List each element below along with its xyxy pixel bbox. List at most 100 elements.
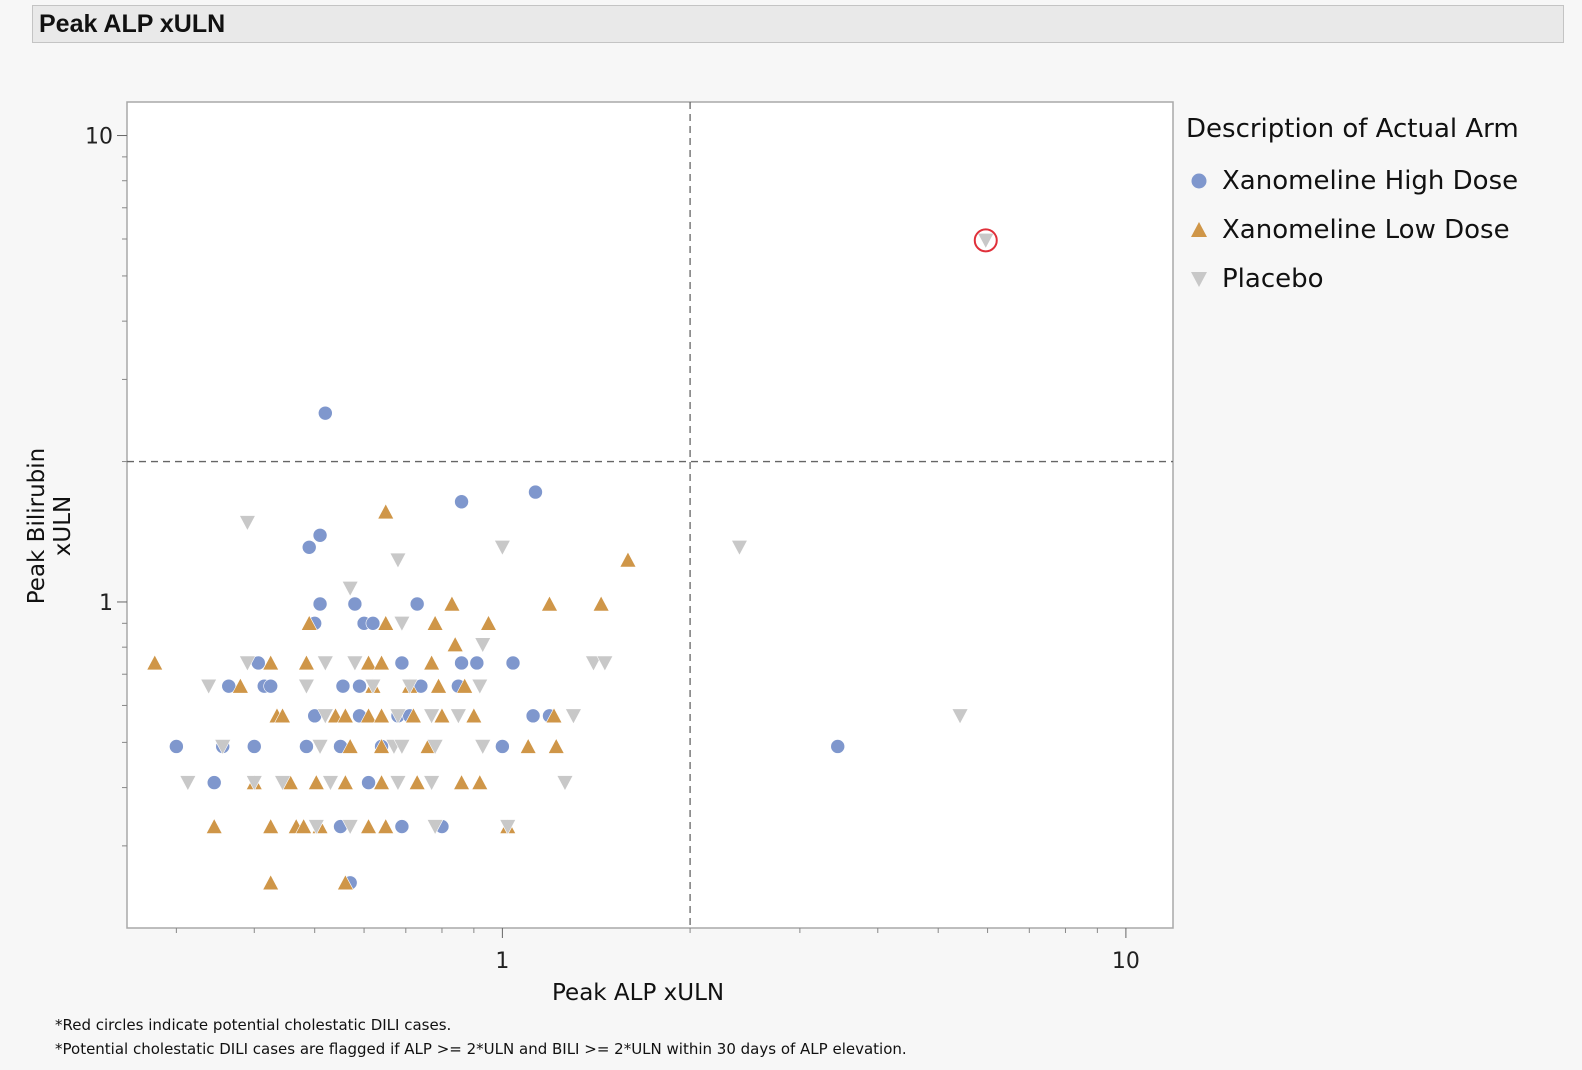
data-point-circle xyxy=(347,596,363,612)
x-tick-label: 1 xyxy=(495,949,509,974)
data-point-triangle-down xyxy=(364,678,382,695)
data-point-triangle-down xyxy=(346,655,364,672)
data-point-triangle-down xyxy=(393,616,411,632)
data-point-triangle-down xyxy=(311,739,329,756)
data-point-triangle-down xyxy=(474,637,492,654)
data-point-triangle-down xyxy=(341,819,359,836)
data-point-triangle-up xyxy=(540,595,558,612)
data-point-circle xyxy=(312,527,328,543)
data-point-circle xyxy=(169,739,184,754)
data-point-triangle-down xyxy=(474,739,492,756)
data-point-circle xyxy=(312,596,328,612)
data-point-circle xyxy=(525,708,541,724)
footnote-1: *Red circles indicate potential cholesta… xyxy=(55,1016,452,1034)
data-point-circle xyxy=(505,655,521,671)
data-point-triangle-down xyxy=(730,539,748,556)
triangle-up-marker-icon xyxy=(1191,221,1207,237)
data-point-triangle-up xyxy=(443,595,461,612)
y-tick-label: 1 xyxy=(99,591,113,616)
legend-label: Xanomeline Low Dose xyxy=(1222,214,1510,245)
data-point-triangle-up xyxy=(146,654,164,671)
data-point-circle xyxy=(335,678,351,694)
data-point-circle xyxy=(221,678,237,694)
legend-item-low-dose[interactable]: Xanomeline Low Dose xyxy=(1186,205,1519,254)
data-point-triangle-down xyxy=(341,580,359,597)
data-point-triangle-down xyxy=(556,775,574,792)
data-point-triangle-down xyxy=(493,539,511,556)
legend-item-high-dose[interactable]: Xanomeline High Dose xyxy=(1186,156,1519,205)
data-point-triangle-down xyxy=(316,655,334,672)
data-point-triangle-down xyxy=(389,708,407,725)
data-point-triangle-up xyxy=(373,707,391,724)
data-point-circle xyxy=(263,678,278,694)
data-point-circle xyxy=(454,655,469,671)
data-point-triangle-up xyxy=(377,817,395,834)
data-point-triangle-up xyxy=(423,654,441,671)
data-point-circle xyxy=(469,655,485,671)
y-tick-label: 10 xyxy=(85,125,113,150)
data-point-triangle-up xyxy=(295,817,313,834)
legend: Description of Actual Arm Xanomeline Hig… xyxy=(1186,114,1519,303)
data-point-triangle-down xyxy=(596,655,614,672)
data-point-triangle-up xyxy=(360,654,378,671)
data-point-triangle-up xyxy=(426,614,444,631)
data-point-triangle-down xyxy=(297,678,315,695)
data-point-circle xyxy=(361,775,376,790)
data-point-triangle-down xyxy=(449,708,467,725)
y-axis-label: Peak Bilirubin xULN xyxy=(24,447,76,605)
data-point-triangle-up xyxy=(360,707,378,724)
legend-item-placebo[interactable]: Placebo xyxy=(1186,254,1519,303)
data-point-triangle-up xyxy=(446,636,464,652)
data-point-triangle-down xyxy=(393,739,411,756)
data-point-triangle-down xyxy=(245,775,263,792)
data-point-triangle-down xyxy=(238,515,256,532)
data-point-triangle-up xyxy=(336,773,354,790)
data-point-circle xyxy=(246,739,262,754)
data-point-triangle-up xyxy=(262,654,280,671)
data-point-circle xyxy=(301,539,317,555)
data-point-triangle-down xyxy=(564,708,582,725)
data-point-triangle-up xyxy=(456,677,474,694)
data-point-triangle-down xyxy=(951,708,969,725)
data-point-triangle-up xyxy=(377,614,395,631)
data-point-triangle-down xyxy=(401,678,419,695)
data-point-triangle-up xyxy=(430,677,448,694)
data-point-circle xyxy=(365,616,381,631)
data-point-triangle-down xyxy=(179,775,197,792)
data-point-triangle-down xyxy=(389,775,407,792)
circle-marker-icon xyxy=(1191,173,1207,188)
data-point-triangle-down xyxy=(274,775,292,792)
data-point-triangle-up xyxy=(479,614,497,631)
data-point-triangle-up xyxy=(373,654,391,671)
data-point-circle xyxy=(394,655,410,671)
data-point-triangle-up xyxy=(231,677,249,694)
data-point-triangle-up xyxy=(336,707,354,724)
data-point-triangle-up xyxy=(336,874,354,891)
data-point-triangle-up xyxy=(408,773,426,790)
data-point-triangle-up xyxy=(205,817,223,834)
data-point-triangle-up xyxy=(619,551,637,568)
data-point-triangle-down xyxy=(585,655,603,672)
data-point-triangle-up xyxy=(377,503,395,520)
legend-label: Xanomeline High Dose xyxy=(1222,165,1519,196)
data-point-circle xyxy=(528,484,543,500)
data-point-triangle-up xyxy=(547,737,565,754)
data-point-circle xyxy=(830,739,846,754)
triangle-down-marker-icon xyxy=(1191,271,1207,287)
data-point-triangle-down xyxy=(499,819,517,836)
data-point-triangle-down xyxy=(423,775,441,792)
legend-label: Placebo xyxy=(1222,263,1324,294)
data-point-triangle-up xyxy=(262,817,280,834)
data-point-triangle-up xyxy=(300,614,318,631)
data-point-triangle-down xyxy=(316,708,334,725)
data-point-triangle-up xyxy=(471,773,489,790)
data-point-triangle-down xyxy=(389,552,407,569)
data-point-triangle-down xyxy=(238,655,256,672)
data-point-circle xyxy=(394,819,410,834)
data-point-circle xyxy=(352,678,367,694)
chart-title: Peak ALP xULN xyxy=(39,10,226,38)
data-point-circle xyxy=(495,739,510,754)
data-point-triangle-up xyxy=(274,707,292,724)
data-point-circle xyxy=(299,739,314,754)
